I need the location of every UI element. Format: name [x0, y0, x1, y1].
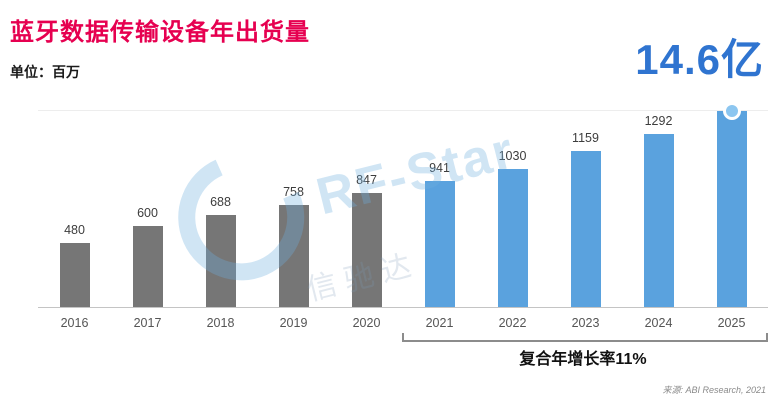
bar-group: 1030 2022 — [476, 111, 549, 330]
bar-group: 758 2019 — [257, 111, 330, 330]
bar-2023 — [570, 151, 601, 307]
bar-group: 1292 2024 — [622, 111, 695, 330]
x-axis-label: 2025 — [717, 316, 746, 330]
cagr-label: 复合年增长率11% — [519, 351, 647, 368]
bar-2022 — [497, 169, 528, 307]
bar-top-marker — [722, 102, 741, 120]
bar-value-label: 847 — [356, 173, 377, 187]
bar-value-label: 688 — [210, 195, 231, 209]
bar-value-label: 941 — [429, 161, 450, 175]
x-axis-label: 2017 — [133, 316, 162, 330]
bar-value-label: 1292 — [644, 114, 673, 128]
x-axis-label: 2016 — [60, 316, 89, 330]
bar-2019 — [278, 205, 309, 307]
bar-2025 — [716, 111, 747, 307]
bar-group: 941 2021 — [403, 111, 476, 330]
bar-2024 — [643, 134, 674, 307]
x-axis-label: 2020 — [352, 316, 381, 330]
bar-value-label: 600 — [137, 206, 158, 220]
bar-group: 2025 — [695, 102, 768, 330]
bar-value-label: 1159 — [572, 131, 599, 145]
bar-2021 — [424, 181, 455, 307]
bar-2020 — [351, 193, 382, 307]
bars: 480 2016 600 2017 688 2018 758 2019 847 2020 941 20… — [38, 102, 768, 330]
bar-group: 480 2016 — [38, 111, 111, 330]
x-axis-label: 2022 — [498, 316, 527, 330]
x-axis-label: 2023 — [571, 316, 600, 330]
bar-group: 847 2020 — [330, 111, 403, 330]
x-axis-label: 2024 — [644, 316, 673, 330]
unit-label: 单位：百万 — [10, 64, 80, 80]
x-axis-label: 2021 — [425, 316, 454, 330]
cagr-bracket — [402, 333, 768, 342]
chart-plot-area: 480 2016 600 2017 688 2018 758 2019 847 2020 941 20… — [38, 102, 768, 330]
bar-value-label: 758 — [283, 185, 304, 199]
x-axis-label: 2019 — [279, 316, 308, 330]
x-axis-label: 2018 — [206, 316, 235, 330]
bar-value-label: 1030 — [498, 149, 527, 163]
bar-value-label: 480 — [64, 223, 85, 237]
highlight-value: 14.6亿 — [635, 36, 764, 83]
bar-2016 — [59, 243, 90, 307]
source-text: 来源: ABI Research, 2021 — [662, 385, 766, 395]
bar-group: 688 2018 — [184, 111, 257, 330]
bar-2017 — [132, 226, 163, 307]
bar-group: 1159 2023 — [549, 111, 622, 330]
bar-group: 600 2017 — [111, 111, 184, 330]
bar-2018 — [205, 215, 236, 307]
page-title: 蓝牙数据传输设备年出货量 — [10, 19, 310, 46]
